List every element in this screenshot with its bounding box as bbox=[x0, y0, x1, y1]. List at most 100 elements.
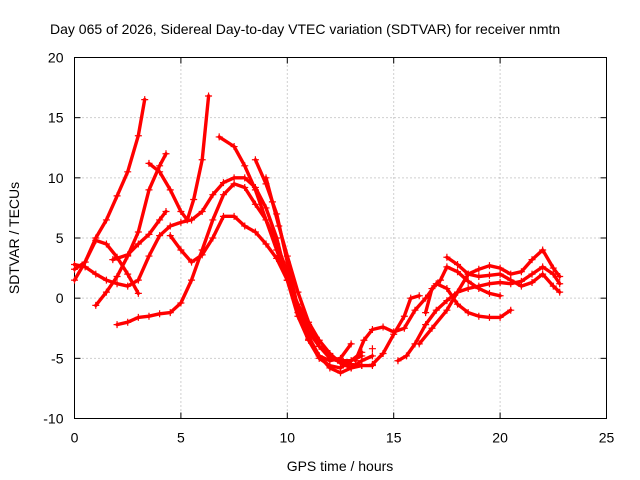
data-point bbox=[496, 279, 504, 287]
data-point bbox=[190, 195, 198, 203]
data-point bbox=[379, 350, 387, 358]
series-sat-m bbox=[368, 292, 423, 368]
chart-title: Day 065 of 2026, Sidereal Day-to-day VTE… bbox=[50, 21, 560, 37]
data-point bbox=[262, 174, 270, 182]
data-point bbox=[156, 168, 164, 176]
data-point bbox=[496, 292, 504, 300]
data-point bbox=[162, 150, 170, 158]
data-point bbox=[134, 228, 142, 236]
data-point bbox=[443, 263, 451, 271]
y-tick-label: 10 bbox=[48, 170, 64, 186]
data-point bbox=[326, 364, 334, 372]
data-point bbox=[351, 357, 359, 365]
data-point bbox=[262, 240, 270, 248]
data-point bbox=[156, 216, 164, 224]
data-point bbox=[268, 198, 276, 206]
data-point bbox=[230, 212, 238, 220]
data-point bbox=[113, 280, 121, 288]
series-trace bbox=[147, 94, 211, 222]
data-point bbox=[113, 321, 121, 329]
data-point bbox=[241, 183, 249, 191]
data-point bbox=[283, 252, 291, 260]
data-point bbox=[337, 369, 344, 377]
data-point bbox=[241, 222, 249, 230]
series-sat-g bbox=[145, 92, 213, 224]
data-point bbox=[422, 321, 430, 329]
y-tick-label: -10 bbox=[43, 411, 63, 427]
data-point bbox=[219, 212, 227, 220]
data-point bbox=[507, 270, 515, 278]
data-point bbox=[71, 276, 78, 284]
data-point bbox=[454, 300, 462, 308]
data-point bbox=[528, 256, 536, 264]
data-point bbox=[251, 186, 259, 194]
series-trace bbox=[370, 294, 421, 367]
data-point bbox=[183, 216, 191, 224]
y-tick-label: 5 bbox=[56, 230, 64, 246]
data-point bbox=[166, 186, 174, 194]
data-point bbox=[326, 350, 334, 358]
y-tick-label: 0 bbox=[56, 290, 64, 306]
data-point bbox=[315, 352, 323, 360]
data-point bbox=[347, 364, 355, 372]
data-point bbox=[443, 306, 451, 314]
series-trace bbox=[445, 255, 562, 294]
data-point bbox=[475, 273, 483, 281]
data-point bbox=[124, 282, 132, 290]
data-point bbox=[241, 174, 249, 182]
data-point bbox=[134, 276, 142, 284]
data-point bbox=[113, 192, 121, 200]
data-point bbox=[209, 216, 217, 224]
series-sat-d bbox=[71, 96, 149, 284]
data-point bbox=[92, 236, 100, 244]
x-tick-label: 10 bbox=[280, 430, 296, 446]
data-point bbox=[71, 265, 78, 273]
series-sat-q bbox=[443, 253, 564, 296]
data-point bbox=[166, 232, 174, 240]
data-point bbox=[358, 362, 366, 370]
data-point bbox=[124, 168, 132, 176]
data-series bbox=[71, 92, 564, 377]
data-point bbox=[241, 162, 249, 170]
data-point bbox=[539, 263, 547, 271]
data-point bbox=[113, 273, 121, 281]
data-point bbox=[162, 208, 170, 216]
data-point bbox=[251, 156, 259, 164]
x-tick-label: 25 bbox=[599, 430, 615, 446]
data-point bbox=[177, 246, 185, 254]
y-tick-label: 20 bbox=[48, 50, 64, 66]
data-point bbox=[443, 297, 451, 305]
data-point bbox=[102, 276, 110, 284]
data-point bbox=[454, 288, 462, 296]
x-tick-label: 0 bbox=[71, 430, 79, 446]
series-sat-k bbox=[262, 174, 366, 372]
data-point bbox=[390, 330, 398, 338]
data-point bbox=[539, 246, 547, 254]
data-point bbox=[400, 312, 408, 320]
series-trace bbox=[353, 282, 513, 363]
data-point bbox=[188, 276, 196, 284]
data-point bbox=[549, 270, 557, 278]
data-point bbox=[251, 200, 259, 208]
data-point bbox=[556, 273, 564, 281]
data-point bbox=[262, 216, 270, 224]
data-point bbox=[496, 313, 504, 321]
data-point bbox=[443, 253, 451, 261]
data-point bbox=[556, 288, 564, 296]
data-point bbox=[358, 352, 366, 360]
data-point bbox=[177, 208, 185, 216]
data-point bbox=[407, 294, 415, 302]
data-point bbox=[437, 276, 445, 284]
data-point bbox=[141, 96, 149, 104]
data-point bbox=[402, 352, 410, 360]
data-point bbox=[275, 222, 283, 230]
data-point bbox=[496, 270, 504, 278]
data-point bbox=[507, 276, 515, 284]
series-sat-b bbox=[113, 180, 376, 377]
data-point bbox=[305, 318, 313, 326]
series-sat-o bbox=[415, 246, 564, 348]
data-point bbox=[251, 228, 259, 236]
data-point bbox=[464, 285, 472, 293]
data-point bbox=[368, 345, 376, 353]
